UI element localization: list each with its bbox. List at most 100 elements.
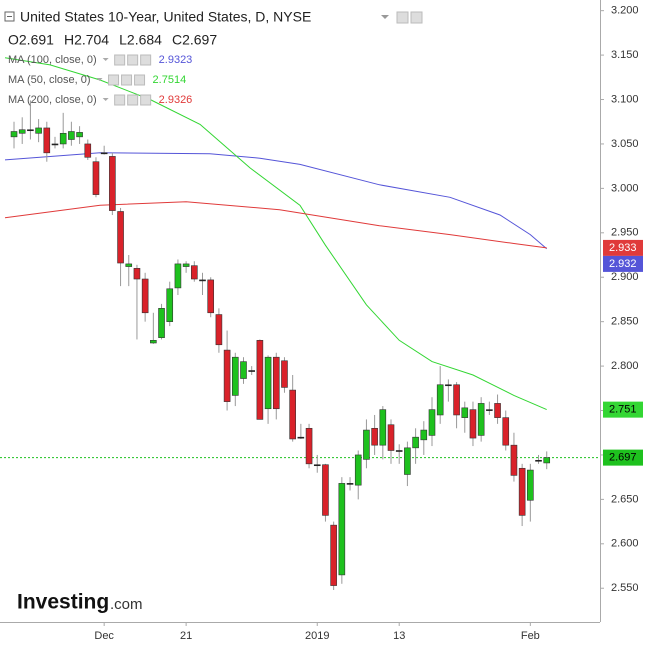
settings-icon[interactable] <box>396 11 409 24</box>
candle-body <box>141 278 149 314</box>
candle-body <box>174 263 182 289</box>
candle-body <box>445 384 452 387</box>
dropdown-arrow <box>102 98 109 101</box>
candle-body <box>166 288 174 322</box>
candle-body <box>305 427 313 465</box>
candle-body <box>404 447 411 475</box>
candle-body <box>215 314 223 346</box>
candle-body <box>494 403 501 418</box>
candle-body <box>469 409 477 439</box>
dropdown-arrow[interactable] <box>381 15 389 19</box>
candle-body <box>518 467 526 516</box>
legend-icon[interactable] <box>140 54 152 66</box>
axis-badge <box>603 239 643 256</box>
candle-body <box>379 409 387 446</box>
candle-body <box>346 483 354 485</box>
candle-body <box>486 409 493 411</box>
candle-body <box>264 356 272 410</box>
legend-icon[interactable] <box>108 74 120 86</box>
y-tick-label: 3.150 <box>611 49 639 61</box>
candle-body <box>117 211 124 264</box>
candle-body <box>10 131 18 138</box>
candle-body <box>199 279 206 282</box>
x-tick-label: 2019 <box>305 630 329 642</box>
legend-name: MA (50, close, 0) <box>8 74 91 86</box>
axis-badge <box>603 255 643 272</box>
candle-body <box>428 409 436 436</box>
candle-body <box>125 263 133 267</box>
ohlc-value: 2.704 <box>74 32 109 48</box>
candle-body <box>297 436 305 439</box>
candle-body <box>59 132 67 145</box>
brand: Investing <box>17 591 109 614</box>
candle-body <box>412 436 419 449</box>
legend-value: 2.7514 <box>153 74 187 86</box>
chart-title: United States 10-Year, United States, D,… <box>20 9 311 25</box>
ohlc-label: O <box>8 32 19 48</box>
settings-icon[interactable] <box>410 11 423 24</box>
ohlc-row: O 2.691 H 2.704 L 2.684 C 2.697 <box>8 32 217 48</box>
candle-body <box>158 308 165 338</box>
header-icons <box>381 11 423 24</box>
candle-body <box>27 129 34 132</box>
candle-body <box>461 407 469 418</box>
ohlc-label: L <box>119 32 127 48</box>
candle-body <box>387 424 395 451</box>
candle-body <box>43 127 51 154</box>
legend-icon[interactable] <box>121 74 133 86</box>
candle-body <box>18 129 26 134</box>
y-tick-label: 2.600 <box>611 538 639 550</box>
dropdown-arrow <box>102 58 109 61</box>
y-tick-label: 3.000 <box>611 182 639 194</box>
candle-body <box>35 127 42 134</box>
y-tick-label: 2.550 <box>611 582 639 594</box>
candle-body <box>256 340 264 420</box>
brand-suffix: .com <box>110 596 143 613</box>
candle-body <box>191 265 198 280</box>
ohlc-value: 2.697 <box>182 32 217 48</box>
candle-body <box>395 450 403 452</box>
y-tick-label: 3.050 <box>611 138 639 150</box>
candle-body <box>338 483 346 576</box>
legend-icon[interactable] <box>134 74 146 86</box>
legend-icon[interactable] <box>127 94 139 106</box>
ohlc-value: 2.691 <box>19 32 54 48</box>
legend: MA (100, close, 0) 2.9323 MA (50, close, 0… <box>8 54 192 106</box>
candle-body <box>240 361 247 379</box>
axis-badge-label: 2.697 <box>609 452 637 464</box>
legend-icon[interactable] <box>114 94 126 106</box>
ohlc-label: H <box>64 32 74 48</box>
y-tick-label: 3.100 <box>611 93 639 105</box>
axis-badge <box>603 401 643 418</box>
y-tick-label: 3.200 <box>611 5 639 17</box>
x-tick-label: Dec <box>94 630 114 642</box>
candle-body <box>109 156 116 211</box>
candle-body <box>330 524 337 586</box>
legend-icon[interactable] <box>127 54 139 66</box>
candle-body <box>231 356 239 396</box>
candle-body <box>281 360 288 388</box>
legend-value: 2.9323 <box>159 54 193 66</box>
legend-icon[interactable] <box>114 54 126 66</box>
candle-body <box>76 132 83 138</box>
axis-badge-label: 2.751 <box>609 404 637 416</box>
legend-name: MA (100, close, 0) <box>8 54 97 66</box>
collapse-icon[interactable] <box>4 11 15 22</box>
y-tick-label: 2.650 <box>611 493 639 505</box>
legend-icon[interactable] <box>140 94 152 106</box>
x-tick-label: 21 <box>180 630 192 642</box>
candle-body <box>477 403 485 436</box>
candle-body <box>543 457 551 464</box>
candle-body <box>68 131 75 140</box>
y-tick-label: 2.950 <box>611 227 639 239</box>
candle-body <box>510 444 518 476</box>
candle-body <box>502 417 510 446</box>
candle-body <box>84 143 92 158</box>
plot-area <box>0 57 600 591</box>
candle-body <box>313 464 321 467</box>
y-tick-label: 2.800 <box>611 360 639 372</box>
candle-body <box>289 389 296 440</box>
candle-body <box>92 161 100 195</box>
